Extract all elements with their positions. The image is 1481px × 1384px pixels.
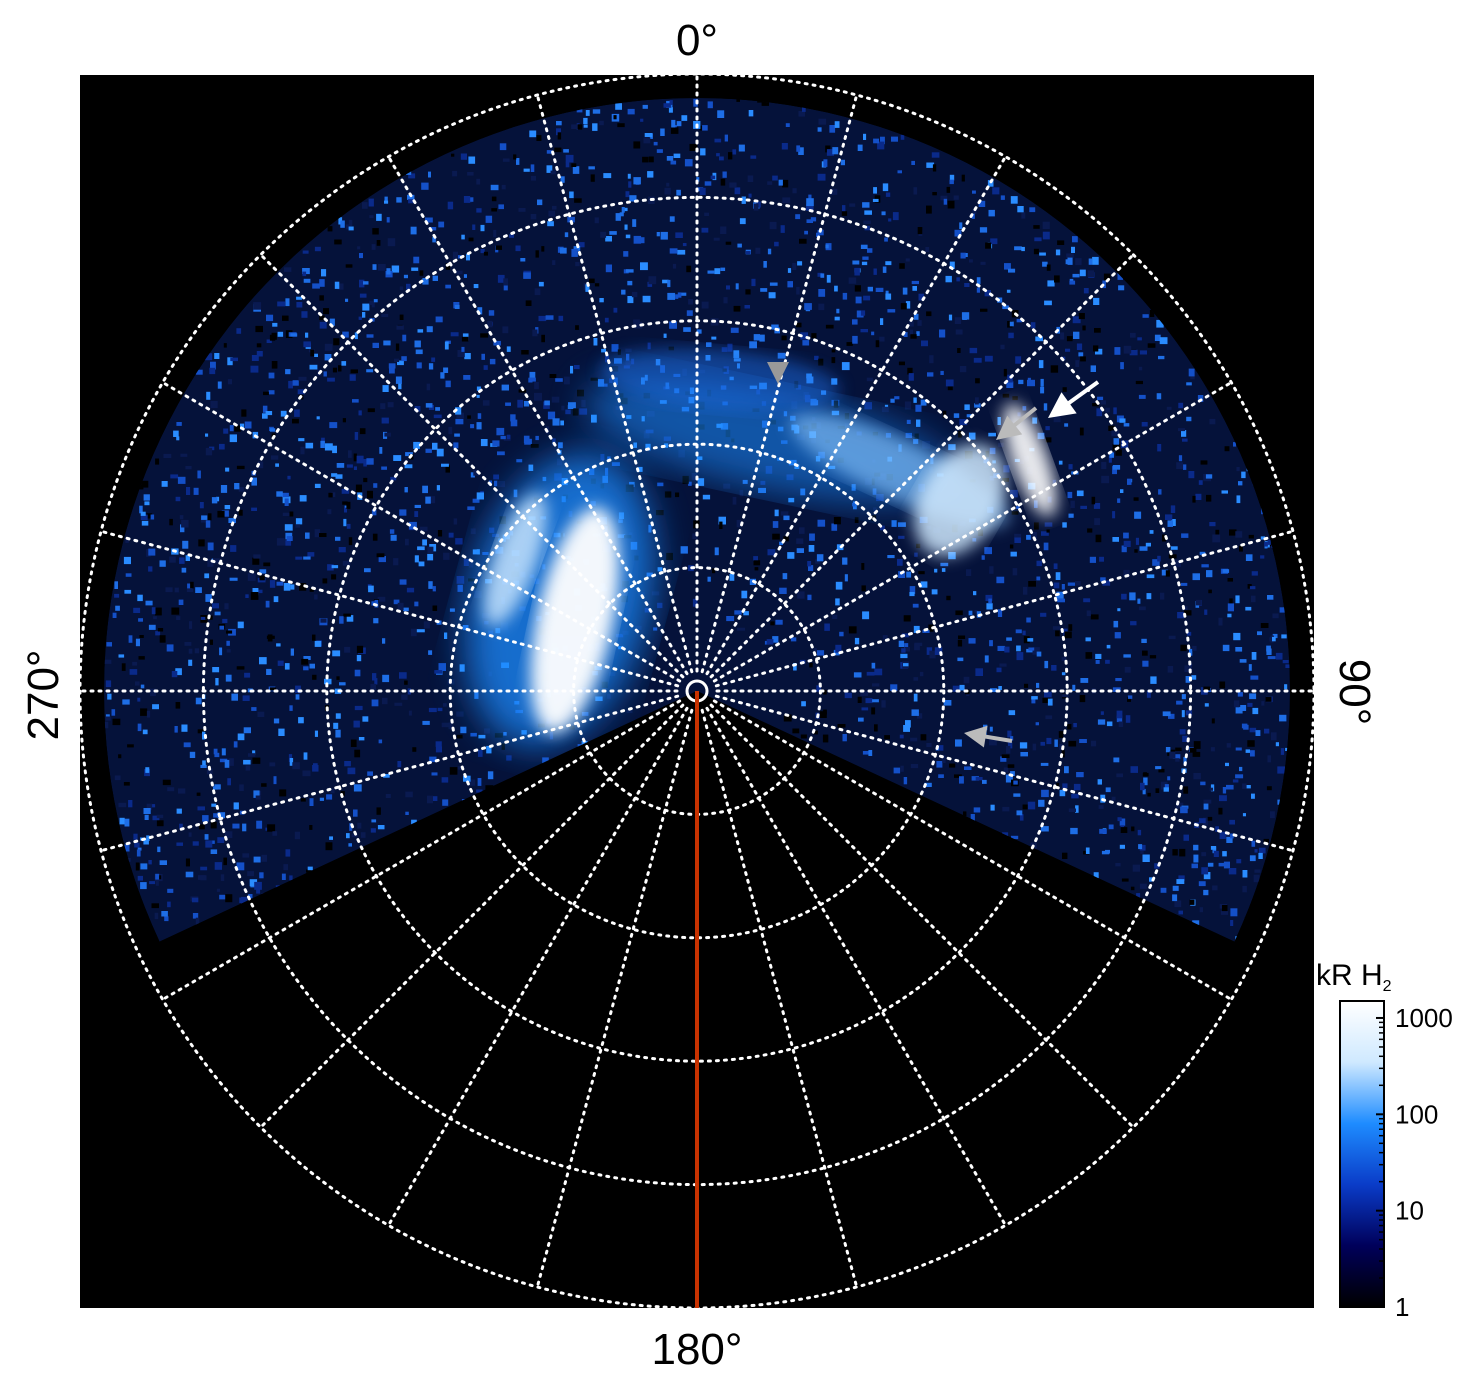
angle-label-270: 270° — [19, 649, 68, 740]
angle-label-180: 180° — [651, 1325, 742, 1374]
grid-ring — [325, 319, 1069, 1063]
grid-spoke — [714, 529, 1295, 688]
arrow-annotations — [767, 362, 1100, 748]
grid-spoke — [535, 708, 694, 1289]
colorbar-title: kR H2 — [1316, 959, 1392, 995]
noise-speckle — [104, 98, 1291, 941]
colorbar-tick-label: 1 — [1395, 1292, 1409, 1322]
arrow-marker — [767, 362, 789, 384]
grid-spoke — [712, 381, 1233, 683]
grid-spoke — [700, 93, 859, 674]
grid-spoke — [709, 703, 1135, 1129]
colorbar-tick-label: 100 — [1395, 1099, 1438, 1129]
grid-spoke — [714, 694, 1295, 853]
grid-spoke — [705, 155, 1007, 676]
arrow-marker — [964, 725, 1013, 748]
grid-spoke — [259, 703, 685, 1129]
grid-spoke — [259, 253, 685, 679]
colorbar: kR H2 1 10 100 1000 — [1316, 959, 1453, 1322]
arrow-marker — [1048, 380, 1100, 418]
grid-spoke — [535, 93, 694, 674]
colorbar-tick-label: 10 — [1395, 1196, 1424, 1226]
grid-spoke — [705, 706, 1007, 1227]
angle-label-90: 90° — [1330, 659, 1379, 726]
grid-spoke — [99, 694, 680, 853]
grid-spoke — [709, 253, 1135, 679]
grid-spoke — [700, 708, 859, 1289]
grid-spoke — [387, 155, 689, 676]
colorbar-bar — [1339, 1000, 1385, 1308]
angle-label-0: 0° — [676, 16, 718, 65]
arrow-marker — [996, 406, 1038, 440]
grid-spoke — [161, 381, 682, 683]
grid-spoke — [99, 529, 680, 688]
polar-grid — [80, 75, 1314, 1308]
colorbar-tick-label: 1000 — [1395, 1003, 1453, 1033]
grid-spoke — [712, 699, 1233, 1001]
grid-spoke — [161, 699, 682, 1001]
grid-spoke — [387, 706, 689, 1227]
